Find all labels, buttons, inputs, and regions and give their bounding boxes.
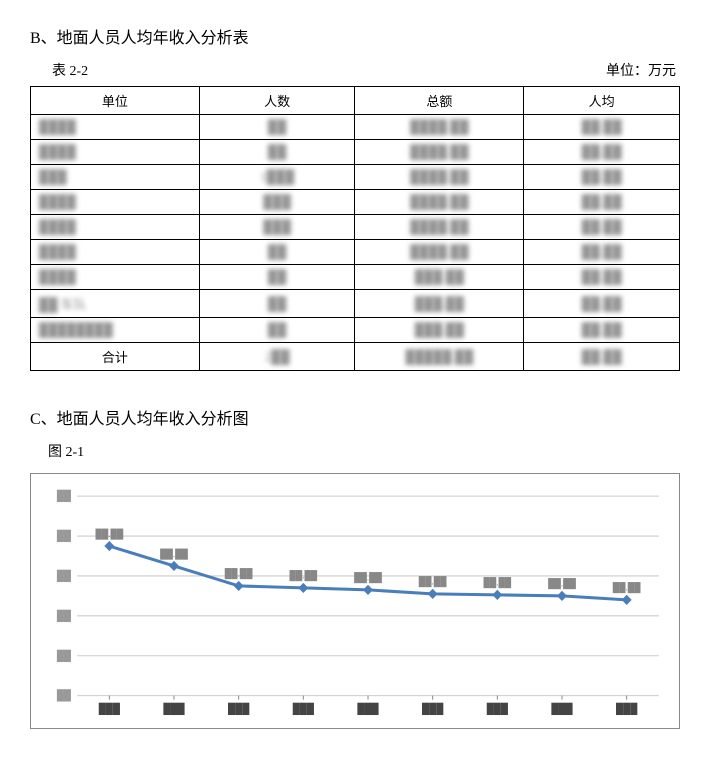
section-b-title: B、地面人员人均年收入分析表 bbox=[30, 24, 680, 48]
svg-text:██.██: ██.██ bbox=[289, 570, 317, 582]
table-header-row: 单位 人数 总额 人均 bbox=[31, 87, 680, 115]
table-cell: ████.██ bbox=[355, 165, 524, 190]
table-cell: 2██ bbox=[199, 343, 355, 371]
svg-text:██.██: ██.██ bbox=[419, 576, 447, 588]
table-cell: ██.██ bbox=[524, 318, 680, 343]
svg-text:███: ███ bbox=[487, 702, 509, 716]
table-cell: ███ bbox=[199, 190, 355, 215]
chart-svg: ██████████████.████.████.████.████.████.… bbox=[41, 486, 669, 720]
table-cell: ███ bbox=[199, 215, 355, 240]
svg-text:██.██: ██.██ bbox=[483, 577, 511, 589]
table-row: ███████████.████.██ bbox=[31, 190, 680, 215]
table-cell: ██.██ bbox=[524, 240, 680, 265]
table-cell: ████ bbox=[31, 140, 200, 165]
table-cell: ██.██ bbox=[524, 140, 680, 165]
svg-text:██: ██ bbox=[57, 489, 72, 503]
svg-text:███: ███ bbox=[163, 702, 185, 716]
svg-text:███: ███ bbox=[228, 702, 250, 716]
income-table: 单位 人数 总额 人均 ██████████.████.████████████… bbox=[30, 86, 680, 371]
table-number-label: 表 2-2 bbox=[52, 60, 88, 80]
table-cell: ██.██ bbox=[524, 215, 680, 240]
table-row: ██████████.████.██ bbox=[31, 140, 680, 165]
col-avg: 人均 bbox=[524, 87, 680, 115]
table-row: ██████████.████.██ bbox=[31, 115, 680, 140]
svg-text:██.██: ██.██ bbox=[354, 572, 382, 584]
section-c-title: C、地面人员人均年收入分析图 bbox=[30, 405, 680, 429]
table-row: ██████████.████.██ bbox=[31, 240, 680, 265]
svg-text:███: ███ bbox=[293, 702, 315, 716]
svg-text:███: ███ bbox=[616, 702, 638, 716]
svg-text:██: ██ bbox=[57, 529, 72, 543]
total-label-cell: 合计 bbox=[31, 343, 200, 371]
svg-text:██.██: ██.██ bbox=[160, 548, 188, 560]
figure-number-label: 图 2-1 bbox=[48, 441, 680, 461]
table-row: █████████████.████.██ bbox=[31, 318, 680, 343]
section-b: B、地面人员人均年收入分析表 表 2-2 单位：万元 单位 人数 总额 人均 █… bbox=[30, 24, 680, 371]
table-cell: ██.██ bbox=[524, 115, 680, 140]
table-cell: ███.██ bbox=[355, 265, 524, 290]
svg-text:██.██: ██.██ bbox=[225, 568, 253, 580]
table-cell: ████ bbox=[31, 215, 200, 240]
table-cell: ██ 车队 bbox=[31, 290, 200, 318]
table-row: ███1███████.████.██ bbox=[31, 165, 680, 190]
table-cell: ██ bbox=[199, 115, 355, 140]
table-total-row: 合计2███████.████.██ bbox=[31, 343, 680, 371]
svg-text:███: ███ bbox=[422, 702, 444, 716]
table-cell: ████.██ bbox=[355, 140, 524, 165]
svg-text:██.██: ██.██ bbox=[95, 528, 123, 540]
svg-text:███: ███ bbox=[551, 702, 573, 716]
table-cell: ███.██ bbox=[355, 318, 524, 343]
table-meta-row: 表 2-2 单位：万元 bbox=[30, 60, 680, 80]
table-cell: ████.██ bbox=[355, 215, 524, 240]
svg-text:███: ███ bbox=[99, 702, 121, 716]
table-cell: ████ bbox=[31, 115, 200, 140]
col-total: 总额 bbox=[355, 87, 524, 115]
col-unit: 单位 bbox=[31, 87, 200, 115]
table-cell: ██.██ bbox=[524, 190, 680, 215]
table-cell: ███ bbox=[31, 165, 200, 190]
table-cell: ██ bbox=[199, 140, 355, 165]
line-chart: ██████████████.████.████.████.████.████.… bbox=[30, 473, 680, 729]
svg-text:██.██: ██.██ bbox=[613, 582, 641, 594]
table-cell: █████.██ bbox=[355, 343, 524, 371]
section-c: C、地面人员人均年收入分析图 图 2-1 ██████████████.████… bbox=[30, 405, 680, 729]
table-cell: ██.██ bbox=[524, 165, 680, 190]
table-cell: ██.██ bbox=[524, 265, 680, 290]
table-row: ██ 车队█████.████.██ bbox=[31, 290, 680, 318]
table-cell: ██.██ bbox=[524, 343, 680, 371]
table-cell: ██ bbox=[199, 265, 355, 290]
table-cell: ████████ bbox=[31, 318, 200, 343]
table-cell: ██ bbox=[199, 240, 355, 265]
table-cell: ██ bbox=[199, 290, 355, 318]
table-cell: ███.██ bbox=[355, 290, 524, 318]
svg-text:██.██: ██.██ bbox=[548, 578, 576, 590]
table-cell: ██.██ bbox=[524, 290, 680, 318]
table-cell: ████ bbox=[31, 265, 200, 290]
table-cell: ████.██ bbox=[355, 115, 524, 140]
svg-text:██: ██ bbox=[57, 609, 72, 623]
col-count: 人数 bbox=[199, 87, 355, 115]
table-cell: ████ bbox=[31, 190, 200, 215]
table-cell: ████.██ bbox=[355, 190, 524, 215]
table-cell: ████.██ bbox=[355, 240, 524, 265]
table-cell: 1███ bbox=[199, 165, 355, 190]
svg-text:███: ███ bbox=[357, 702, 379, 716]
table-cell: ██ bbox=[199, 318, 355, 343]
svg-text:██: ██ bbox=[57, 649, 72, 663]
svg-text:██: ██ bbox=[57, 689, 72, 703]
table-row: ███████████.████.██ bbox=[31, 215, 680, 240]
svg-text:██: ██ bbox=[57, 569, 72, 583]
table-cell: ████ bbox=[31, 240, 200, 265]
unit-label: 单位：万元 bbox=[606, 60, 676, 80]
table-row: █████████.████.██ bbox=[31, 265, 680, 290]
